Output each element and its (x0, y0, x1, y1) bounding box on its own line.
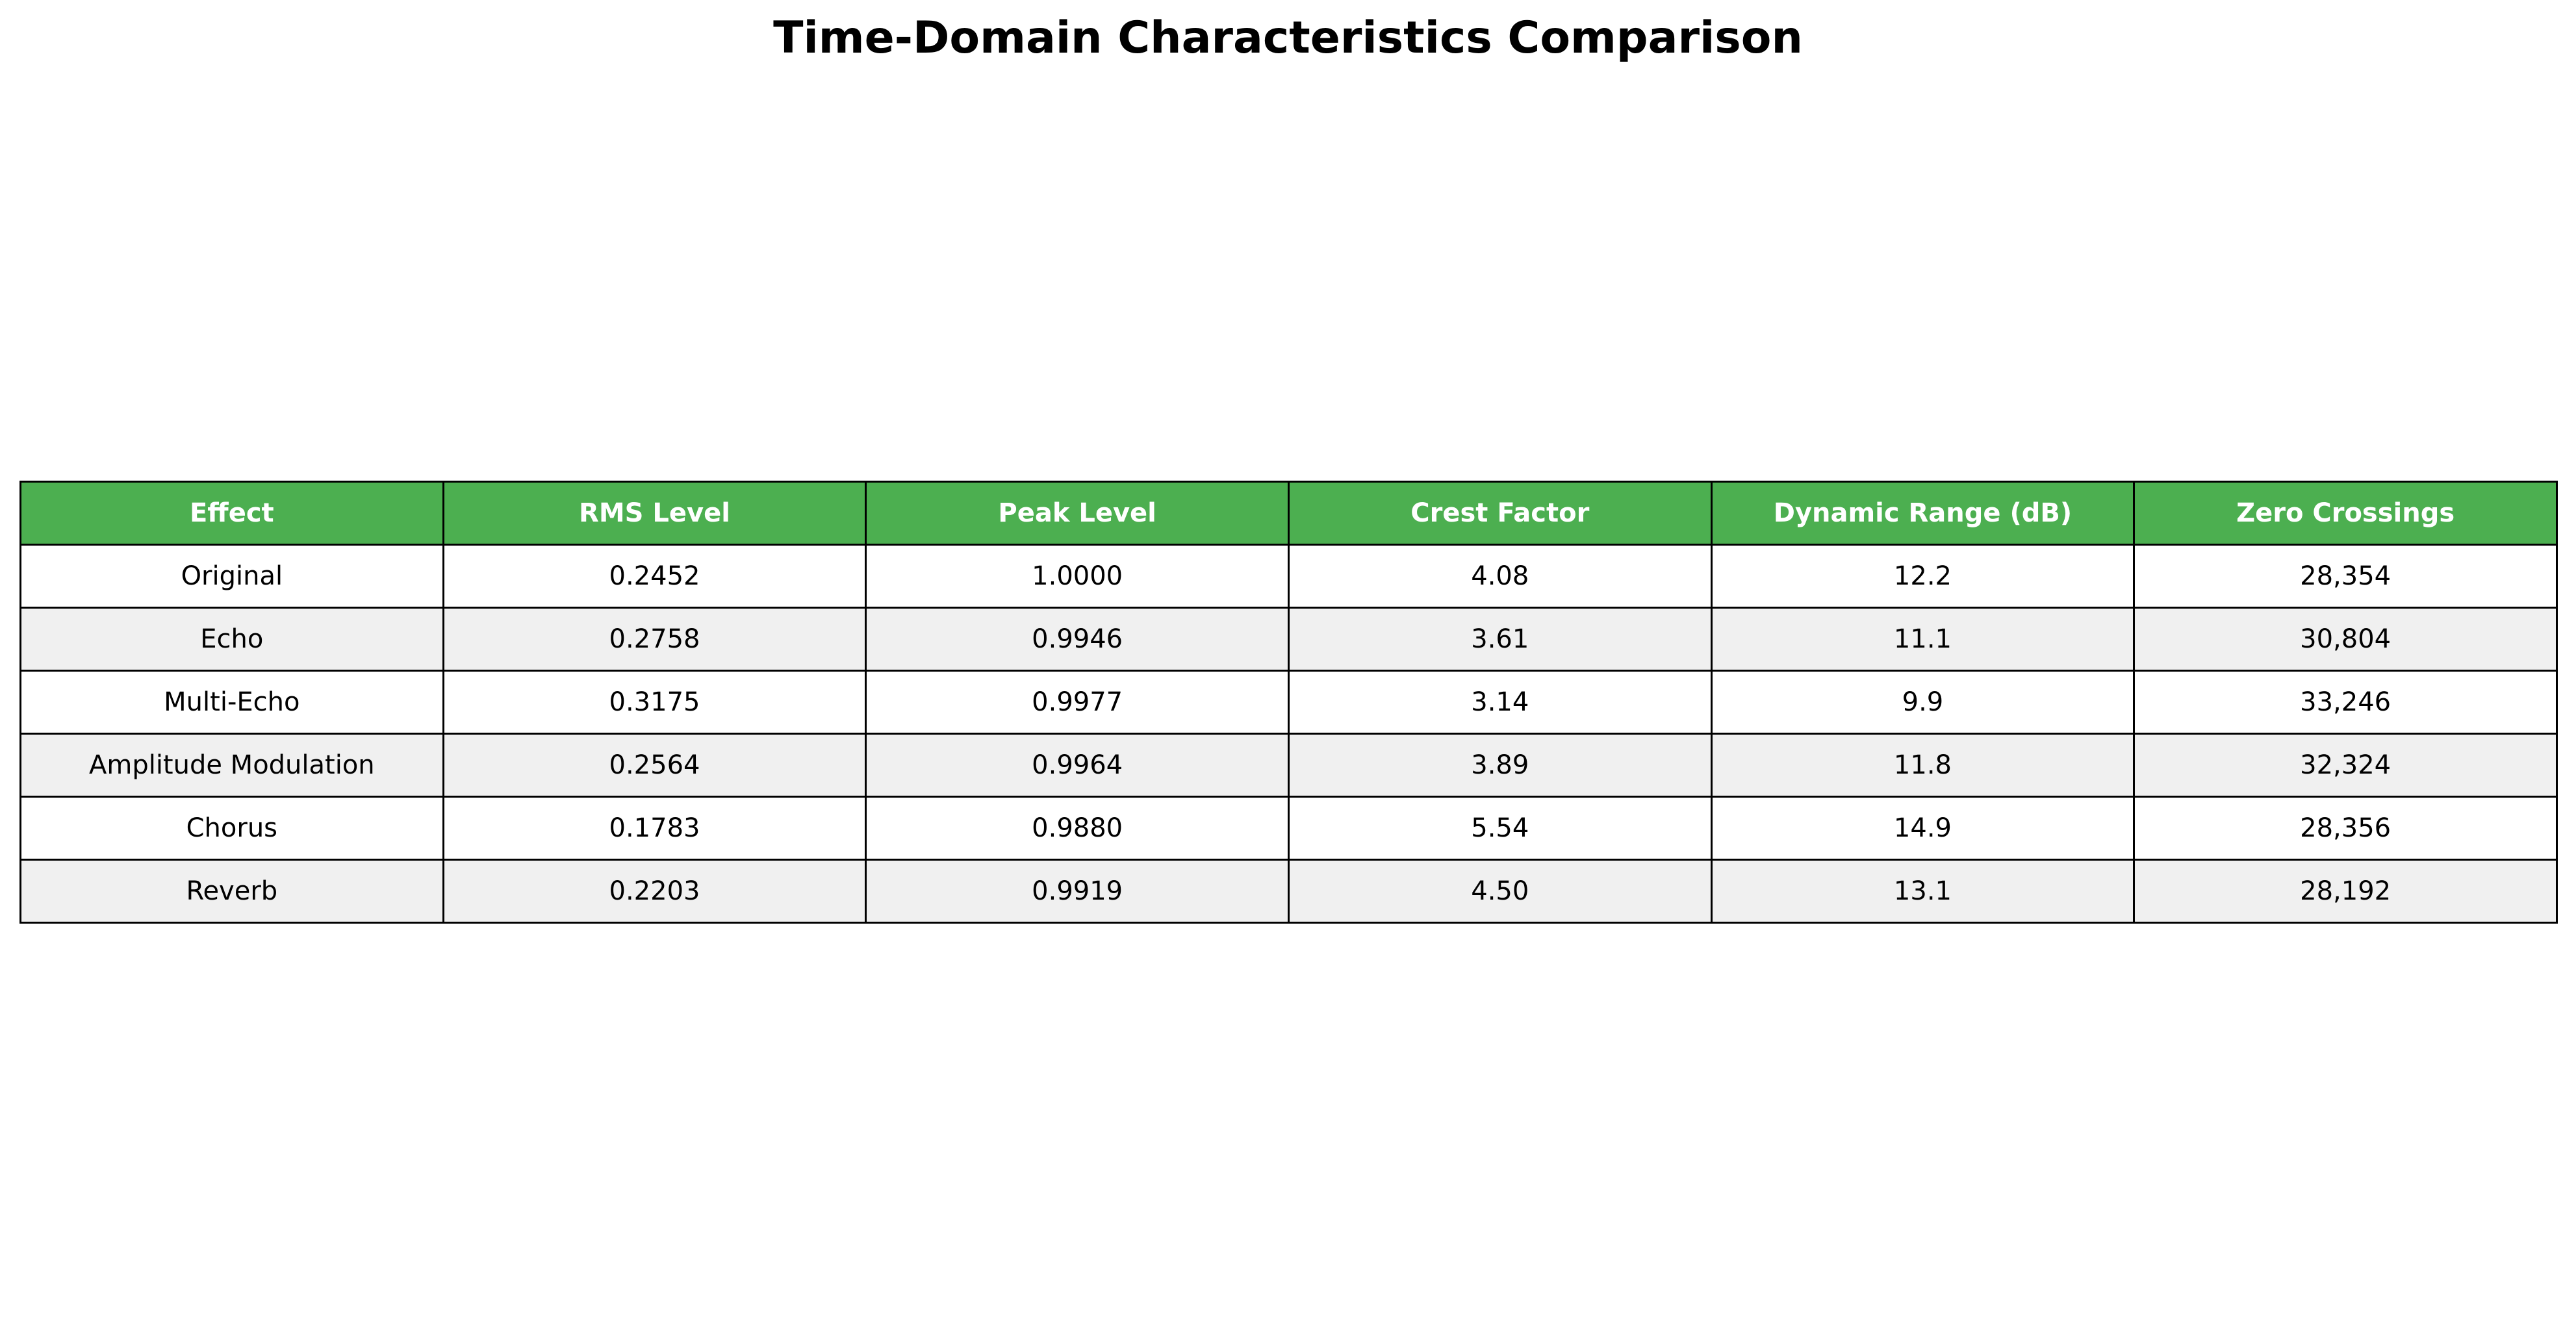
data-table: Effect RMS Level Peak Level Crest Factor… (19, 481, 2558, 924)
header-row: Effect RMS Level Peak Level Crest Factor… (19, 481, 2558, 546)
header-cell: Crest Factor (1287, 481, 1713, 546)
table-cell: Echo (19, 607, 444, 672)
table-cell: 5.54 (1287, 796, 1713, 861)
table-cell: 13.1 (1710, 859, 2136, 924)
header-cell: RMS Level (442, 481, 867, 546)
table-cell: 33,246 (2133, 670, 2558, 735)
table-row: Chorus 0.1783 0.9880 5.54 14.9 28,356 (19, 796, 2558, 861)
table-cell: 0.9919 (865, 859, 1290, 924)
table-cell: 4.50 (1287, 859, 1713, 924)
header-cell: Zero Crossings (2133, 481, 2558, 546)
table-cell: 0.1783 (442, 796, 867, 861)
table-cell: 0.9880 (865, 796, 1290, 861)
table-cell: Chorus (19, 796, 444, 861)
table-cell: 28,192 (2133, 859, 2558, 924)
table-cell: Multi-Echo (19, 670, 444, 735)
table-cell: 1.0000 (865, 544, 1290, 609)
table-cell: 9.9 (1710, 670, 2136, 735)
table-cell: 3.89 (1287, 733, 1713, 798)
table-cell: 0.3175 (442, 670, 867, 735)
table-row: Reverb 0.2203 0.9919 4.50 13.1 28,192 (19, 859, 2558, 924)
header-cell: Effect (19, 481, 444, 546)
table-cell: Amplitude Modulation (19, 733, 444, 798)
table-cell: 0.9977 (865, 670, 1290, 735)
table-cell: 0.9964 (865, 733, 1290, 798)
table-cell: 4.08 (1287, 544, 1713, 609)
table-cell: 0.2203 (442, 859, 867, 924)
table-cell: 30,804 (2133, 607, 2558, 672)
table-cell: 11.8 (1710, 733, 2136, 798)
table-row: Multi-Echo 0.3175 0.9977 3.14 9.9 33,246 (19, 670, 2558, 735)
table-row: Amplitude Modulation 0.2564 0.9964 3.89 … (19, 733, 2558, 798)
table-cell: 28,354 (2133, 544, 2558, 609)
table-cell: 3.14 (1287, 670, 1713, 735)
table-row: Original 0.2452 1.0000 4.08 12.2 28,354 (19, 544, 2558, 609)
table-cell: Original (19, 544, 444, 609)
table-cell: 32,324 (2133, 733, 2558, 798)
header-cell: Peak Level (865, 481, 1290, 546)
table-title: Time-Domain Characteristics Comparison (773, 12, 1803, 64)
table-cell: 0.2758 (442, 607, 867, 672)
table-cell: 28,356 (2133, 796, 2558, 861)
table-cell: 0.2452 (442, 544, 867, 609)
table-cell: 14.9 (1710, 796, 2136, 861)
table-cell: 12.2 (1710, 544, 2136, 609)
table-cell: 11.1 (1710, 607, 2136, 672)
table-cell: 0.2564 (442, 733, 867, 798)
table-cell: 3.61 (1287, 607, 1713, 672)
table-row: Echo 0.2758 0.9946 3.61 11.1 30,804 (19, 607, 2558, 672)
header-cell: Dynamic Range (dB) (1710, 481, 2136, 546)
table-cell: 0.9946 (865, 607, 1290, 672)
table-cell: Reverb (19, 859, 444, 924)
